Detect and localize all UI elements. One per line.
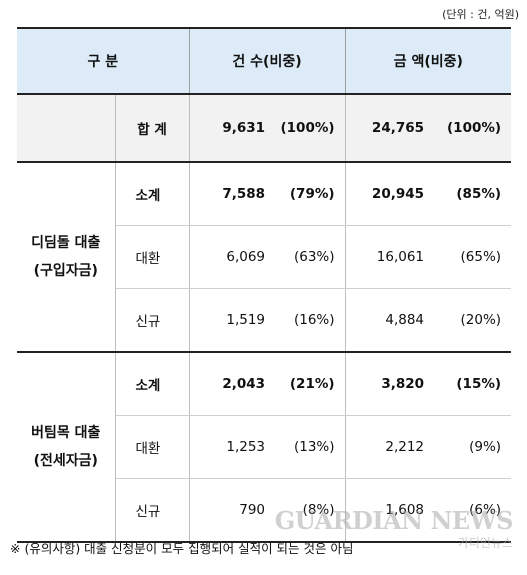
row-amount: 1,608 — [344, 478, 433, 543]
group-title-line1: 디딤돌 대출 — [31, 235, 101, 251]
total-label: 합 계 — [114, 94, 190, 163]
header-count: 건 수(비중) — [188, 27, 346, 95]
row-count: 2,043 — [188, 352, 274, 416]
row-label: 신규 — [114, 478, 190, 543]
total-amount: 24,765 — [344, 94, 433, 163]
total-count-pct: (100%) — [273, 94, 346, 163]
group-title-line2: (구입자금) — [33, 263, 98, 279]
watermark-subtitle: 가디언뉴스 — [457, 536, 513, 550]
row-amount-pct: (15%) — [432, 352, 512, 416]
row-label: 대환 — [114, 225, 190, 289]
footnote: ※ (유의사항) 대출 신청분이 모두 집행되어 실적이 되는 것은 아님 — [10, 541, 354, 556]
row-amount: 3,820 — [344, 352, 433, 416]
total-amount-pct: (100%) — [432, 94, 512, 163]
row-count: 6,069 — [188, 225, 274, 289]
row-amount-pct: (20%) — [432, 288, 512, 353]
row-amount-pct: (65%) — [432, 225, 512, 289]
row-amount-pct: (9%) — [432, 415, 512, 479]
row-count-pct: (16%) — [273, 288, 346, 353]
group-title-line1: 버팀목 대출 — [31, 425, 101, 441]
row-label: 소계 — [114, 162, 190, 226]
row-amount-pct: (85%) — [432, 162, 512, 226]
table-row: 신규 790 (8%) 1,608 (6%) — [17, 478, 512, 543]
row-label: 대환 — [114, 415, 190, 479]
row-count: 790 — [188, 478, 274, 543]
row-count-pct: (21%) — [273, 352, 346, 416]
loan-summary-table: 구 분 건 수(비중) 금 액(비중) 합 계 9,631 (100%) 24,… — [17, 27, 512, 543]
row-count-pct: (8%) — [273, 478, 346, 543]
row-count: 1,519 — [188, 288, 274, 353]
total-row: 합 계 9,631 (100%) 24,765 (100%) — [17, 94, 512, 163]
row-label: 신규 — [114, 288, 190, 353]
table-row: 대환 6,069 (63%) 16,061 (65%) — [17, 225, 512, 289]
row-label: 소계 — [114, 352, 190, 416]
table-row: 신규 1,519 (16%) 4,884 (20%) — [17, 288, 512, 353]
row-amount-pct: (6%) — [432, 478, 512, 543]
total-blank-cell — [17, 94, 115, 163]
group-title-didimdol: 디딤돌 대출 (구입자금) — [17, 162, 116, 353]
row-count-pct: (63%) — [273, 225, 346, 289]
group-title-beotimmok: 버팀목 대출 (전세자금) — [17, 352, 116, 543]
row-count: 1,253 — [188, 415, 274, 479]
table-row: 대환 1,253 (13%) 2,212 (9%) — [17, 415, 512, 479]
row-count: 7,588 — [188, 162, 274, 226]
header-row: 구 분 건 수(비중) 금 액(비중) — [17, 27, 512, 95]
table-row: 버팀목 대출 (전세자금) 소계 2,043 (21%) 3,820 (15%) — [17, 352, 512, 543]
total-count: 9,631 — [188, 94, 274, 163]
watermark-logo: GUARDIAN NEWS — [274, 506, 514, 535]
row-count-pct: (13%) — [273, 415, 346, 479]
row-amount: 2,212 — [344, 415, 433, 479]
row-count-pct: (79%) — [273, 162, 346, 226]
header-amount: 금 액(비중) — [344, 27, 512, 95]
unit-note: (단위 : 건, 억원) — [442, 8, 519, 21]
table-row: 디딤돌 대출 (구입자금) 소계 7,588 (79%) 20,945 (85%… — [17, 162, 512, 353]
group-title-line2: (전세자금) — [33, 453, 98, 469]
row-amount: 4,884 — [344, 288, 433, 353]
row-amount: 16,061 — [344, 225, 433, 289]
header-category: 구 분 — [17, 27, 190, 95]
row-amount: 20,945 — [344, 162, 433, 226]
